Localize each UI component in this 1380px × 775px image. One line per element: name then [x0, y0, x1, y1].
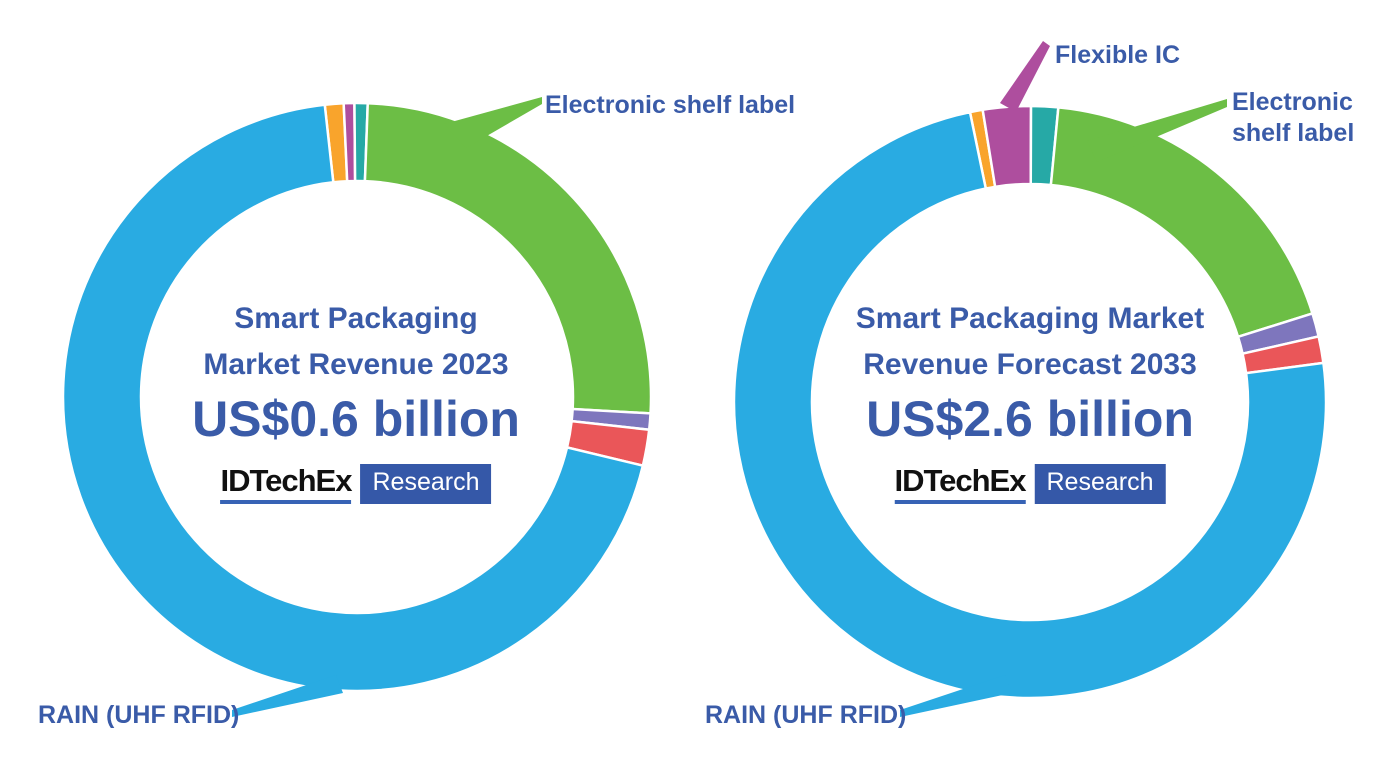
chart-2033-value: US$2.6 billion	[866, 391, 1194, 447]
callout-electronic-shelf-label-2033: Electronic shelf label	[1232, 87, 1354, 149]
callout-rain-uhf-rfid-2023: RAIN (UHF RFID)	[38, 701, 240, 729]
chart-2033-title-line1: Smart Packaging Market	[855, 302, 1205, 335]
chart-2023-title: Smart Packaging Market Revenue 2023	[192, 296, 520, 388]
research-badge: Research	[1034, 464, 1166, 504]
callout-esl-line2: shelf label	[1232, 119, 1355, 147]
chart-2033-leader-line-esl	[1087, 99, 1227, 162]
chart-2023-leader-line-rain	[232, 675, 343, 717]
callout-flexible-ic-2033: Flexible IC	[1055, 41, 1181, 69]
chart-2023-leader-line-esl	[444, 97, 542, 148]
chart-2023-center: Smart Packaging Market Revenue 2023 US$0…	[192, 296, 520, 504]
idtechex-wordmark: IDTechEx	[220, 464, 352, 504]
chart-2023-title-line2: Market Revenue 2023	[203, 348, 509, 381]
chart-2023-title-line1: Smart Packaging	[234, 302, 478, 335]
callout-electronic-shelf-label-2023: Electronic shelf label	[545, 91, 796, 119]
chart-2023-segment-blue[interactable]	[61, 103, 645, 693]
research-badge: Research	[360, 464, 492, 504]
callout-rain-uhf-rfid-2033: RAIN (UHF RFID)	[705, 701, 907, 729]
idtechex-logo-2033: IDTechEx Research	[856, 464, 1204, 504]
chart-2033-leader-line-flexible	[1000, 41, 1050, 112]
chart-2033-title-line2: Revenue Forecast 2033	[863, 348, 1197, 381]
idtechex-logo-2023: IDTechEx Research	[192, 464, 520, 504]
chart-2033-center: Smart Packaging Market Revenue Forecast …	[856, 296, 1204, 504]
callout-esl-line1: Electronic	[1232, 88, 1353, 116]
idtechex-wordmark: IDTechEx	[894, 464, 1026, 504]
chart-2033-segment-blue[interactable]	[732, 110, 1328, 700]
chart-2033-title: Smart Packaging Market Revenue Forecast …	[856, 296, 1204, 388]
chart-2023-value: US$0.6 billion	[192, 391, 520, 447]
chart-2033-leader-line-rain	[900, 675, 1012, 717]
